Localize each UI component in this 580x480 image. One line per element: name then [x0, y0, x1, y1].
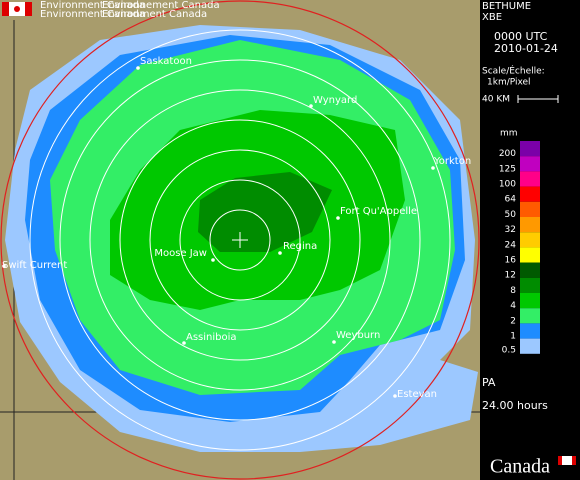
legend-label: 1	[510, 332, 516, 342]
legend-label: 32	[505, 225, 516, 235]
agency: Environment Canada	[40, 0, 145, 11]
legend-swatch	[520, 293, 540, 309]
city-label: Moose Jaw	[154, 248, 207, 259]
wordmark-flag	[558, 456, 576, 465]
legend-label: 16	[505, 256, 517, 266]
city-dot	[136, 66, 140, 70]
range-ring	[209, 209, 271, 271]
date: 2010-01-24	[494, 42, 558, 55]
agency: Environment Canada	[40, 9, 145, 20]
product-period: 24.00 hours	[482, 399, 548, 412]
legend-swatch	[520, 247, 540, 263]
scale-bar-label: 40 KM	[482, 95, 510, 105]
city-dot	[431, 166, 435, 170]
legend-label: 8	[510, 286, 516, 296]
city-dot	[182, 341, 186, 345]
range-ring	[89, 89, 391, 391]
legend-swatch	[520, 262, 540, 278]
city-label: Saskatoon	[140, 56, 192, 67]
legend-swatch	[520, 323, 540, 339]
legend-label: 2	[510, 316, 516, 326]
legend-swatch	[520, 338, 540, 354]
city-label: Wynyard	[313, 95, 357, 106]
legend-swatch	[520, 232, 540, 248]
range-ring	[119, 119, 361, 361]
city-label: Yorkton	[433, 156, 471, 167]
legend-swatch	[520, 201, 540, 217]
agency: Environnement Canada	[102, 0, 220, 11]
legend-swatch	[520, 186, 540, 202]
precip-dark	[198, 172, 332, 252]
range-ring	[29, 29, 451, 451]
legend-label: 200	[499, 149, 516, 159]
legend-swatch	[520, 277, 540, 293]
scale-resolution: 1km/Pixel	[487, 78, 531, 88]
range-ring	[149, 149, 331, 331]
legend-unit: mm	[500, 129, 518, 139]
legend-label: 100	[499, 180, 516, 190]
legend-swatch	[520, 217, 540, 233]
range-rings	[29, 29, 451, 451]
legend-label: 64	[505, 195, 517, 205]
city-dot	[2, 264, 6, 268]
legend-label: 4	[510, 301, 516, 311]
city-label: Swift Current	[2, 260, 67, 271]
legend-label: 125	[499, 164, 516, 174]
city-label: Regina	[283, 241, 317, 252]
station-name: BETHUME	[482, 1, 531, 12]
range-ring	[179, 179, 301, 301]
range-limit	[0, 0, 480, 480]
city-dot	[332, 340, 336, 344]
scale-bar	[517, 95, 559, 103]
city-label: Estevan	[397, 389, 437, 400]
legend-swatch	[520, 156, 540, 172]
time: 0000 UTC	[494, 30, 548, 43]
city-label: Weyburn	[336, 330, 380, 341]
legend-label: 12	[505, 271, 516, 281]
city-label: Assiniboia	[186, 332, 237, 343]
legend-label: 24	[505, 240, 517, 250]
city-dot	[278, 251, 282, 255]
city-dot	[393, 394, 397, 398]
station-code: XBE	[482, 12, 502, 23]
legend-swatch	[520, 308, 540, 324]
flag	[2, 2, 32, 16]
scale-title: Scale/Échelle:	[482, 65, 545, 77]
city-label: Fort Qu'Appelle	[340, 206, 417, 217]
product-type: PA	[482, 376, 496, 389]
wordmark: Canada	[490, 456, 550, 478]
legend-swatch	[520, 171, 540, 187]
legend-label: 0.5	[502, 346, 516, 356]
city-dot	[309, 104, 313, 108]
city-dot	[211, 258, 215, 262]
legend-label: 50	[505, 210, 517, 220]
agency: Environment Canada	[102, 9, 207, 20]
range-ring	[59, 59, 421, 421]
legend-swatch	[520, 141, 540, 157]
city-dot	[336, 216, 340, 220]
